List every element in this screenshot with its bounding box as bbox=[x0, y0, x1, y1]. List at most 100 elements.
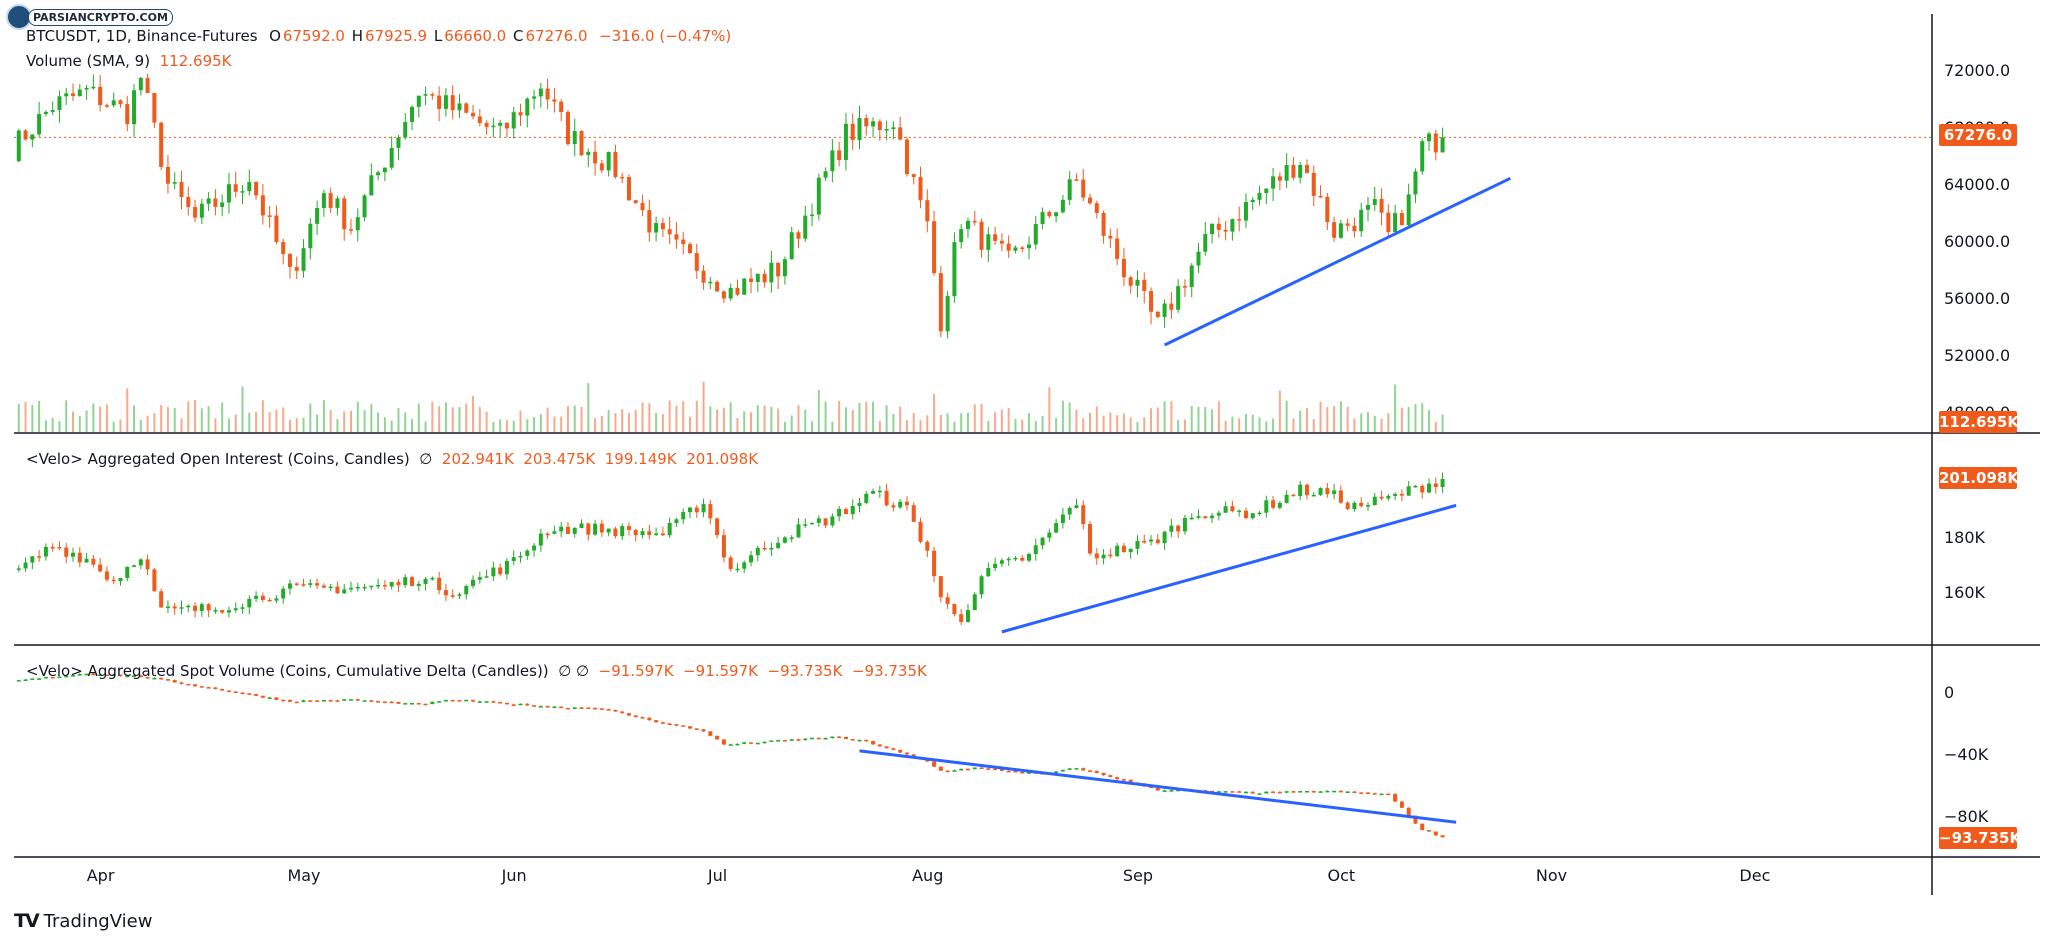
spot-candle-body bbox=[1338, 790, 1343, 793]
oi-candle-body bbox=[179, 607, 184, 609]
volume-bar bbox=[1129, 417, 1132, 432]
volume-tag: 112.695K bbox=[1939, 411, 2019, 433]
oi-candle-body bbox=[1013, 557, 1018, 560]
oi-header: <Velo> Aggregated Open Interest (Coins, … bbox=[26, 450, 758, 468]
price-candle-body bbox=[660, 223, 665, 230]
price-candle-body bbox=[1338, 223, 1343, 238]
spot-candle-body bbox=[240, 692, 245, 695]
price-candle-body bbox=[233, 184, 238, 192]
oi-candle-body bbox=[1420, 485, 1425, 493]
spot-candle-body bbox=[904, 752, 909, 755]
price-candle-body bbox=[138, 77, 143, 91]
oi-candle-body bbox=[1243, 510, 1248, 519]
spot-candle-body bbox=[159, 677, 164, 680]
price-candle-body bbox=[491, 125, 496, 128]
volume-bar bbox=[594, 418, 597, 432]
volume-bar bbox=[1109, 412, 1112, 432]
spot-candle-body bbox=[1318, 791, 1323, 793]
spot-candle-body bbox=[1081, 768, 1086, 771]
price-candle-body bbox=[755, 273, 760, 282]
price-candle-body bbox=[165, 166, 170, 184]
price-candle-body bbox=[1047, 211, 1052, 217]
volume-bar bbox=[621, 408, 624, 432]
volume-label[interactable]: Volume (SMA, 9) bbox=[26, 52, 151, 70]
spot-candle-body bbox=[735, 743, 740, 746]
price-candle-body bbox=[1427, 133, 1432, 142]
oi-candle-body bbox=[301, 584, 306, 586]
price-candle-body bbox=[1142, 279, 1147, 292]
month-tick-label: Oct bbox=[1327, 866, 1355, 885]
spot-candle-body bbox=[721, 739, 726, 745]
price-candle-body bbox=[735, 287, 740, 295]
oi-candle-body bbox=[145, 559, 150, 570]
spot-candle-body bbox=[1074, 768, 1079, 770]
oi-candle-body bbox=[287, 583, 292, 589]
oi-candle-body bbox=[762, 547, 767, 550]
spot-candle-body bbox=[552, 706, 557, 709]
price-candle-body bbox=[1135, 279, 1140, 286]
volume-bar bbox=[770, 406, 773, 432]
spot-candle-body bbox=[660, 722, 665, 724]
oi-candle-body bbox=[267, 599, 272, 602]
spot-candle-body bbox=[213, 687, 218, 689]
volume-bar bbox=[126, 388, 129, 432]
oi-candle-body bbox=[979, 576, 984, 595]
oi-candle-body bbox=[1359, 502, 1364, 507]
volume-bar bbox=[465, 403, 468, 432]
oi-candle-body bbox=[898, 501, 903, 508]
volume-bar bbox=[844, 407, 847, 432]
spot-value-3: −93.735K bbox=[767, 662, 843, 680]
volume-bar bbox=[689, 416, 691, 432]
tradingview-logo[interactable]: TV TradingView bbox=[14, 910, 152, 932]
oi-candle-body bbox=[260, 595, 265, 600]
oi-candle-body bbox=[1264, 500, 1269, 513]
spot-candle-body bbox=[152, 677, 157, 680]
oi-candle-body bbox=[864, 493, 869, 503]
volume-bar bbox=[241, 386, 244, 432]
spot-candle-body bbox=[287, 699, 292, 702]
price-candle-body bbox=[1067, 179, 1072, 200]
oi-value-3: 199.149K bbox=[604, 450, 677, 468]
spot-candle-body bbox=[640, 717, 645, 719]
oi-candle-body bbox=[328, 586, 333, 589]
oi-candle-body bbox=[1413, 485, 1418, 488]
volume-bar bbox=[1204, 407, 1207, 432]
volume-bar bbox=[1136, 421, 1139, 432]
price-candle-body bbox=[37, 113, 42, 135]
oi-candle-body bbox=[633, 529, 638, 536]
price-candle-body bbox=[1250, 199, 1255, 203]
price-candle-body bbox=[240, 191, 245, 193]
symbol-label[interactable]: BTCUSDT, 1D, Binance-Futures bbox=[26, 27, 258, 45]
spot-candle-body bbox=[165, 679, 170, 681]
oi-label[interactable]: <Velo> Aggregated Open Interest (Coins, … bbox=[26, 450, 410, 468]
spot-candle-body bbox=[1162, 790, 1167, 792]
spot-candle-body bbox=[64, 675, 69, 678]
spot-candle-body bbox=[572, 707, 577, 709]
price-candle-body bbox=[1257, 193, 1262, 200]
spot-candle-body bbox=[172, 680, 177, 683]
volume-bars bbox=[17, 381, 1444, 432]
oi-candle-body bbox=[715, 518, 720, 536]
volume-bar bbox=[166, 407, 169, 432]
volume-bar bbox=[1367, 412, 1369, 432]
spot-candle-body bbox=[1149, 786, 1154, 789]
oi-candle-body bbox=[335, 586, 340, 594]
volume-bar bbox=[1007, 408, 1010, 432]
volume-bar bbox=[78, 415, 81, 432]
volume-bar bbox=[729, 402, 732, 432]
oi-candle-body bbox=[342, 589, 347, 594]
volume-bar bbox=[878, 420, 881, 432]
price-candle-body bbox=[471, 112, 476, 117]
oi-candle-body bbox=[532, 545, 537, 551]
price-candle-body bbox=[1352, 225, 1357, 232]
oi-candle-body bbox=[220, 610, 225, 613]
oi-candle-body bbox=[1169, 525, 1174, 532]
price-candle-body bbox=[1237, 219, 1242, 221]
price-candle-body bbox=[57, 96, 62, 111]
brand-watermark: PARSIANCRYPTO.COM bbox=[6, 4, 173, 30]
price-candle-body bbox=[172, 182, 177, 184]
spot-candle-body bbox=[715, 735, 720, 740]
spot-label[interactable]: <Velo> Aggregated Spot Volume (Coins, Cu… bbox=[26, 662, 549, 680]
oi-candle-body bbox=[1054, 523, 1059, 533]
